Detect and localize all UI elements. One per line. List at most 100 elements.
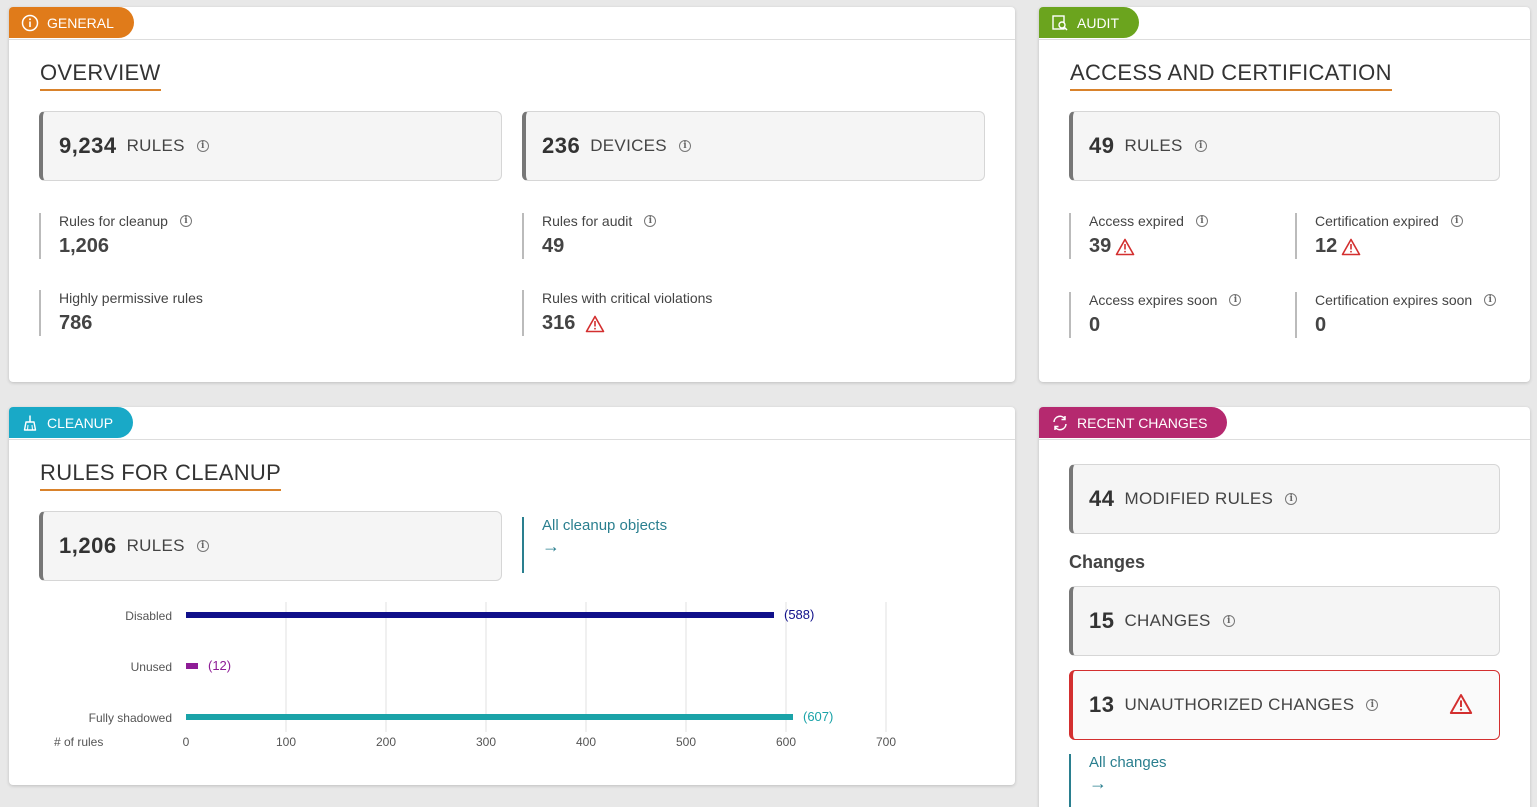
- info-icon[interactable]: i: [179, 215, 192, 227]
- cleanup-tag: CLEANUP: [9, 407, 134, 438]
- stat-label: Access expires soon: [1089, 292, 1218, 308]
- stat-rules-for-cleanup[interactable]: Rules for cleanup i 1,206: [39, 213, 192, 259]
- stat-label: Highly permissive rules: [59, 290, 203, 306]
- rules-kpi-value: 9,234: [59, 133, 117, 158]
- arrow-right-icon[interactable]: →: [542, 536, 560, 556]
- tick-label: 200: [376, 735, 396, 749]
- all-changes-text[interactable]: All changes: [1089, 754, 1167, 771]
- rules-kpi-label: RULES: [126, 136, 185, 155]
- all-changes-link[interactable]: All changes →: [1069, 754, 1167, 807]
- audit-tag: AUDIT: [1039, 7, 1139, 38]
- general-card-header: GENERAL: [9, 7, 1015, 40]
- data-label: (588): [784, 607, 814, 622]
- rules-kpi[interactable]: 9,234 RULES i: [39, 111, 502, 181]
- general-card: GENERAL OVERVIEW 9,234 RULES i 236 DEVIC…: [9, 7, 1015, 382]
- warning-icon: [1115, 238, 1135, 256]
- recent-tag-label: RECENT CHANGES: [1077, 414, 1208, 431]
- stat-value: 0: [1089, 314, 1101, 336]
- cleanup-rules-kpi-label: RULES: [126, 536, 185, 555]
- cleanup-rules-kpi-value: 1,206: [59, 533, 117, 558]
- tick-label: 400: [576, 735, 596, 749]
- data-label: (12): [208, 658, 231, 673]
- general-tag-label: GENERAL: [47, 14, 114, 31]
- stat-value: 39: [1089, 235, 1112, 257]
- stat-label: Rules with critical violations: [542, 290, 713, 306]
- warning-icon: [1341, 238, 1361, 256]
- stat-value: 1,206: [59, 235, 110, 257]
- stat-label: Rules for audit: [542, 213, 633, 229]
- info-icon[interactable]: i: [196, 140, 209, 152]
- all-cleanup-objects-link[interactable]: All cleanup objects →: [522, 517, 667, 573]
- stat-access-expired[interactable]: Access expired i 39: [1069, 213, 1208, 259]
- info-icon[interactable]: i: [1484, 294, 1497, 306]
- audit-rules-kpi-label: RULES: [1124, 136, 1183, 155]
- info-icon[interactable]: i: [644, 215, 657, 227]
- tick-label: 700: [876, 735, 896, 749]
- devices-kpi-label: DEVICES: [590, 136, 667, 155]
- cleanup-rules-kpi[interactable]: 1,206 RULES i: [39, 511, 502, 581]
- tick-label: 500: [676, 735, 696, 749]
- tick-label: 300: [476, 735, 496, 749]
- warning-icon: [585, 315, 605, 333]
- info-icon[interactable]: i: [1195, 215, 1208, 227]
- bar-fully-shadowed: [186, 714, 793, 720]
- unauthorized-changes-kpi[interactable]: 13 UNAUTHORIZED CHANGES i: [1069, 670, 1500, 740]
- cleanup-tag-label: CLEANUP: [47, 414, 114, 431]
- stat-critical-violations[interactable]: Rules with critical violations 316: [522, 290, 712, 336]
- info-icon[interactable]: i: [1229, 294, 1242, 306]
- stat-certification-expired[interactable]: Certification expired i 12: [1295, 213, 1463, 259]
- stat-rules-for-audit[interactable]: Rules for audit i 49: [522, 213, 657, 259]
- stat-label: Rules for cleanup: [59, 213, 168, 229]
- cleanup-card: CLEANUP RULES FOR CLEANUP 1,206 RULES i …: [9, 407, 1015, 785]
- general-tag: GENERAL: [9, 7, 134, 38]
- refresh-icon: [1051, 414, 1069, 432]
- access-certification-title: ACCESS AND CERTIFICATION: [1070, 60, 1392, 91]
- changes-kpi[interactable]: 15 CHANGES i: [1069, 586, 1500, 656]
- info-icon[interactable]: i: [678, 140, 691, 152]
- devices-kpi-value: 236: [542, 133, 581, 158]
- cleanup-card-header: CLEANUP: [9, 407, 1015, 440]
- stat-certification-expires-soon[interactable]: Certification expires soon i 0: [1295, 292, 1497, 338]
- audit-rules-kpi[interactable]: 49 RULES i: [1069, 111, 1500, 181]
- stat-value: 0: [1315, 314, 1327, 336]
- info-icon[interactable]: i: [196, 540, 209, 552]
- recent-tag: RECENT CHANGES: [1039, 407, 1228, 438]
- info-icon[interactable]: i: [1450, 215, 1463, 227]
- stat-label: Certification expired: [1315, 213, 1439, 229]
- info-circle-icon: [21, 14, 39, 32]
- broom-icon: [21, 414, 39, 432]
- info-icon[interactable]: i: [1222, 615, 1235, 627]
- stat-value: 49: [542, 235, 565, 257]
- info-icon[interactable]: i: [1285, 493, 1298, 505]
- all-cleanup-objects-text[interactable]: All cleanup objects: [542, 517, 668, 534]
- overview-title: OVERVIEW: [40, 60, 161, 91]
- tick-label: 100: [276, 735, 296, 749]
- arrow-right-icon[interactable]: →: [1089, 773, 1107, 793]
- modified-rules-kpi-value: 44: [1089, 486, 1115, 511]
- unauthorized-changes-kpi-label: UNAUTHORIZED CHANGES: [1124, 695, 1355, 714]
- devices-kpi[interactable]: 236 DEVICES i: [522, 111, 985, 181]
- changes-kpi-label: CHANGES: [1124, 611, 1211, 630]
- category-label: Unused: [131, 660, 172, 674]
- stat-access-expires-soon[interactable]: Access expires soon i 0: [1069, 292, 1242, 338]
- audit-card-header: AUDIT: [1039, 7, 1530, 40]
- warning-icon: [1449, 693, 1473, 715]
- audit-rules-kpi-value: 49: [1089, 133, 1115, 158]
- category-label: Fully shadowed: [89, 711, 172, 725]
- stat-value: 316: [542, 312, 576, 334]
- audit-card: AUDIT ACCESS AND CERTIFICATION 49 RULES …: [1039, 7, 1530, 382]
- stat-value: 786: [59, 312, 93, 334]
- info-icon[interactable]: i: [1366, 699, 1379, 711]
- stat-highly-permissive[interactable]: Highly permissive rules 786: [39, 290, 203, 336]
- category-label: Disabled: [125, 609, 172, 623]
- bar-unused: [186, 663, 198, 669]
- modified-rules-kpi[interactable]: 44 MODIFIED RULES i: [1069, 464, 1500, 534]
- data-label: (607): [803, 709, 833, 724]
- unauthorized-changes-kpi-value: 13: [1089, 692, 1115, 717]
- modified-rules-kpi-label: MODIFIED RULES: [1124, 489, 1274, 508]
- info-icon[interactable]: i: [1194, 140, 1207, 152]
- bar-disabled: [186, 612, 774, 618]
- stat-label: Certification expires soon: [1315, 292, 1473, 308]
- x-axis-label: # of rules: [54, 735, 103, 749]
- audit-search-icon: [1051, 14, 1069, 32]
